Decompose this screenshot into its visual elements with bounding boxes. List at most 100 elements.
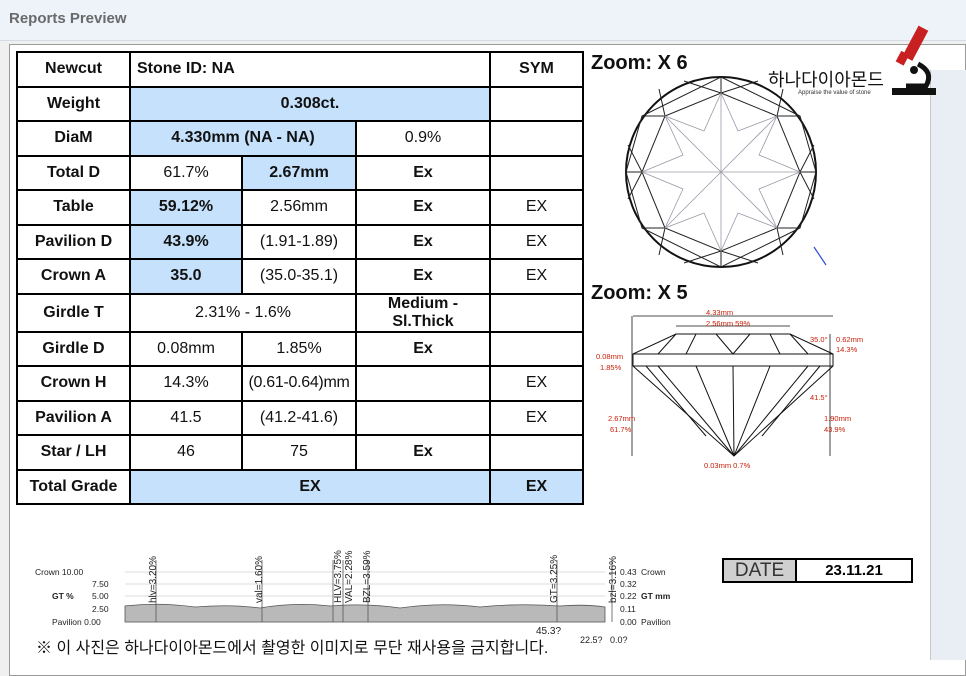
axis-right-t4: 0.11 (620, 604, 636, 614)
grade-cell: Ex (355, 434, 491, 471)
marker-label: bzl=3.16% (608, 556, 619, 603)
row-label: Pavilion A (16, 399, 131, 436)
profile-pavilion-pct: 43.9% (824, 425, 846, 434)
sym-cell: EX (489, 399, 584, 436)
total-grade-sym: EX (489, 468, 584, 505)
total-grade-label: Total Grade (16, 468, 131, 505)
value-cell: 1.85% (241, 330, 357, 367)
table-row: Table 59.12% 2.56mm Ex EX (16, 189, 584, 226)
girdle-thickness-chart: Crown 10.00 7.50 5.00 GT % 2.50 Pavilion… (35, 550, 671, 645)
value-cell: 41.5 (129, 399, 243, 436)
table-row: Girdle T 2.31% - 1.6% Medium - Sl.Thick (16, 292, 584, 333)
profile-crown-height: 0.62mm (836, 335, 863, 344)
grade-cell: Ex (355, 154, 491, 191)
marker-label: VAL=2.28% (344, 551, 355, 603)
row-label: Crown H (16, 365, 131, 402)
marker-label: GT=3.25% (549, 555, 560, 603)
profile-culet: 0.03mm 0.7% (704, 461, 751, 470)
profile-girdle-pct: 1.85% (600, 363, 622, 372)
value-cell: 61.7% (129, 154, 243, 191)
profile-girdle-mm: 0.08mm (596, 352, 623, 361)
profile-table: 2.56mm 59% (706, 319, 751, 328)
diameter-deviation: 0.9% (355, 120, 491, 157)
value-cell: 43.9% (129, 223, 243, 260)
table-row: Weight 0.308ct. (16, 85, 584, 122)
logo-name: 하나다이아몬드 (768, 70, 884, 90)
profile-total-pct: 61.7% (610, 425, 632, 434)
bottom-tick-label: 0.0? (610, 635, 628, 645)
table-row: Star / LH 46 75 Ex (16, 434, 584, 471)
date-value: 23.11.21 (797, 558, 913, 583)
sym-cell (489, 154, 584, 191)
row-label: Weight (16, 85, 131, 122)
sym-cell (489, 85, 584, 122)
axis-left-mid: 5.00 (92, 591, 109, 601)
axis-left-bottom: Pavilion 0.00 (52, 617, 101, 627)
row-label: DiaM (16, 120, 131, 157)
row-label: Pavilion D (16, 223, 131, 260)
value-cell: 35.0 (129, 258, 243, 295)
axis-right-top: 0.43 (620, 567, 637, 577)
window-titlebar: Reports Preview (0, 0, 966, 41)
axis-left-label: GT % (52, 591, 74, 601)
value-cell: (41.2-41.6) (241, 399, 357, 436)
window-title: Reports Preview (9, 10, 127, 27)
profile-pavilion-mm: 1.90mm (824, 414, 851, 423)
row-label: Girdle D (16, 330, 131, 367)
diamond-top-view (625, 76, 827, 268)
brand-cell: Newcut (16, 51, 131, 88)
value-cell: 46 (129, 434, 243, 471)
grade-cell: Ex (355, 258, 491, 295)
row-label: Crown A (16, 258, 131, 295)
value-cell: 75 (241, 434, 357, 471)
girdle-thickness-grade: Medium - Sl.Thick (355, 292, 491, 333)
value-cell: (35.0-35.1) (241, 258, 357, 295)
sym-cell: EX (489, 189, 584, 226)
profile-diameter: 4.33mm (706, 308, 733, 317)
marker-label: BZL=3.59% (362, 550, 373, 603)
table-row: DiaM 4.330mm (NA - NA) 0.9% (16, 120, 584, 157)
sym-cell (489, 330, 584, 367)
sym-cell (489, 292, 584, 333)
value-cell: (1.91-1.89) (241, 223, 357, 260)
marker-label: hlv=3.20% (148, 556, 159, 603)
sym-cell (489, 434, 584, 471)
table-row: Pavilion D 43.9% (1.91-1.89) Ex EX (16, 223, 584, 260)
row-label: Table (16, 189, 131, 226)
value-cell: 14.3% (129, 365, 243, 402)
date-label: DATE (722, 558, 797, 583)
axis-left-t75: 7.50 (92, 579, 109, 589)
profile-crown-height-pct: 14.3% (836, 345, 858, 354)
marker-label: HLV=3.75% (333, 550, 344, 603)
sym-cell: EX (489, 258, 584, 295)
table-row: Girdle D 0.08mm 1.85% Ex (16, 330, 584, 367)
profile-crown-angle: 35.0° (810, 335, 828, 344)
value-cell: 2.31% - 1.6% (129, 292, 357, 333)
axis-right-mid: 0.22 (620, 591, 637, 601)
table-row: Crown A 35.0 (35.0-35.1) Ex EX (16, 258, 584, 295)
zoom-side-label: Zoom: X 5 (591, 282, 688, 304)
total-grade-row: Total Grade EX EX (16, 468, 584, 505)
table-row: Crown H 14.3% (0.61-0.64)mm EX (16, 365, 584, 402)
diamond-side-profile: 4.33mm 2.56mm 59% 35.0° 0.62mm 14.3% 0.0… (596, 308, 863, 470)
logo-tagline: Appraise the value of stone (798, 90, 871, 96)
table-row: Total D 61.7% 2.67mm Ex (16, 154, 584, 191)
diameter-value: 4.330mm (NA - NA) (129, 120, 357, 157)
axis-right-bottom: 0.00 (620, 617, 637, 627)
grade-cell (355, 365, 491, 402)
company-logo: 하나다이아몬드 Appraise the value of stone (768, 66, 884, 96)
axis-left-t25: 2.50 (92, 604, 109, 614)
table-row: Pavilion A 41.5 (41.2-41.6) EX (16, 399, 584, 436)
axis-right-label-bottom: Pavilion (641, 617, 671, 627)
report-scroll-area[interactable] (930, 70, 966, 660)
total-grade-value: EX (129, 468, 491, 505)
value-cell: 59.12% (129, 189, 243, 226)
profile-pavilion-angle: 41.5° (810, 393, 828, 402)
stone-id-cell: Stone ID: NA (129, 51, 491, 88)
microscope-icon (892, 25, 936, 95)
axis-left-top: Crown 10.00 (35, 567, 83, 577)
marker-label: val=1.60% (254, 556, 265, 603)
grade-cell: Ex (355, 330, 491, 367)
value-cell: 0.08mm (129, 330, 243, 367)
sym-cell: EX (489, 365, 584, 402)
